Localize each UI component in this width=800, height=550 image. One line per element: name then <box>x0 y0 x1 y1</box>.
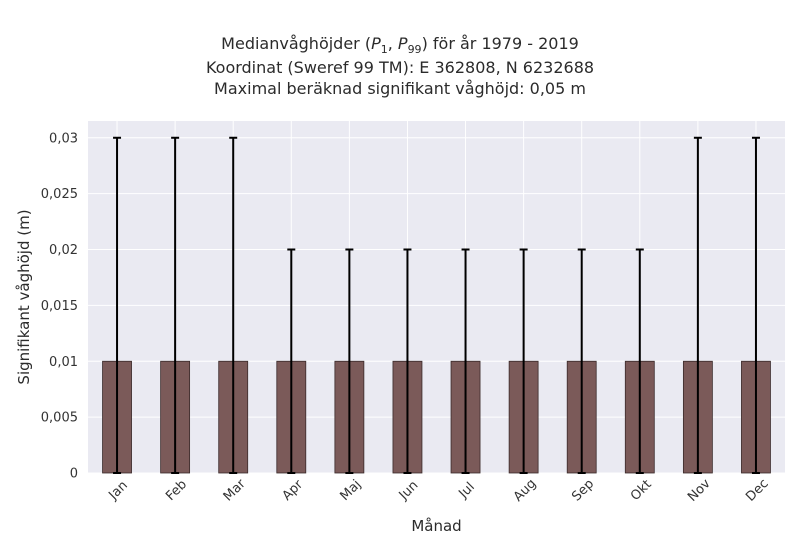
x-tick-label: Apr <box>280 477 307 504</box>
y-tick-label: 0,02 <box>49 243 78 258</box>
x-tick-label: Sep <box>569 477 597 505</box>
x-tick-label: Nov <box>685 476 714 505</box>
title-p99: P <box>397 34 408 53</box>
x-tick-label: Aug <box>511 476 540 505</box>
y-tick-label: 0,01 <box>49 355 78 370</box>
x-tick-label: Okt <box>628 477 655 504</box>
x-tick-label: Feb <box>163 477 190 504</box>
y-tick-label: 0,005 <box>41 411 78 426</box>
title-prefix: Medianvåghöjder ( <box>221 34 372 53</box>
chart-title-line-2: Koordinat (Sweref 99 TM): E 362808, N 62… <box>205 58 595 77</box>
title-p1-sub: 1 <box>380 43 388 57</box>
x-tick-label: Jun <box>396 478 422 504</box>
chart-title-line-1: Medianvåghöjder (P1, P99) för år 1979 - … <box>0 34 800 56</box>
x-tick-label: Mar <box>221 476 249 504</box>
title-suffix: ) för år 1979 - 2019 <box>421 34 579 53</box>
x-tick-label: Jul <box>456 480 478 502</box>
x-axis-label: Månad <box>411 517 461 535</box>
x-tick-label: Maj <box>338 477 365 504</box>
title-p99-sub: 99 <box>407 43 422 57</box>
chart-title-line-3: Maximal beräknad signifikant våghöjd: 0,… <box>214 79 586 98</box>
y-tick-label: 0,025 <box>41 187 78 202</box>
title-sep: , <box>387 34 398 53</box>
y-tick-label: 0,015 <box>41 299 78 314</box>
x-tick-label: Dec <box>743 476 771 504</box>
y-tick-label: 0 <box>70 467 78 482</box>
y-axis-label: Signifikant våghöjd (m) <box>15 209 33 384</box>
y-tick-label: 0,03 <box>49 131 78 146</box>
title-p1: P <box>371 34 381 53</box>
plot-area <box>88 121 785 473</box>
x-tick-label: Jan <box>105 478 130 503</box>
